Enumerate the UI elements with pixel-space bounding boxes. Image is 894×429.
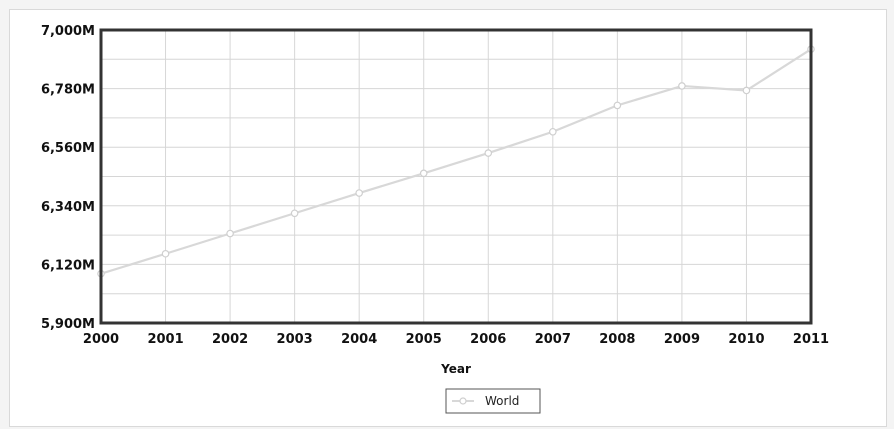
data-point[interactable] [161,249,170,258]
data-point[interactable] [678,82,686,90]
legend[interactable]: World [445,388,541,414]
data-point[interactable] [549,127,557,136]
y-tick-label: 7,000M [41,24,95,39]
y-tick-label: 6,340M [41,200,95,215]
x-axis-title: Year [440,362,471,376]
y-tick-label: 6,780M [41,83,95,98]
plot-border [99,28,813,325]
x-tick-label: 2011 [793,332,829,347]
x-tick-label: 2005 [406,332,442,347]
x-tick-label: 2006 [470,332,506,347]
legend-marker-swatch [459,397,467,405]
y-tick-label: 6,560M [41,141,95,156]
legend-label-world: World [485,394,519,408]
x-tick-label: 2008 [599,332,635,347]
series-world [97,45,815,278]
x-tick-label: 2003 [277,332,313,347]
data-point[interactable] [613,101,622,110]
data-point[interactable] [226,229,234,238]
y-axis: 5,900M 6,120M 6,340M 6,560M 6,780M 7,000M [41,24,95,332]
x-tick-label: 2009 [664,332,700,347]
grid [100,29,812,324]
x-tick-label: 2010 [728,332,764,347]
data-point[interactable] [484,149,493,157]
x-axis: 2000 2001 2002 2003 2004 2005 2006 2007 2008 2009… [83,332,829,347]
chart-panel [9,9,887,427]
data-point[interactable] [290,209,299,218]
legend-box [445,388,541,414]
data-point[interactable] [355,189,363,197]
x-tick-label: 2000 [83,332,119,347]
data-point[interactable] [742,86,751,95]
data-point[interactable] [419,169,428,178]
x-tick-label: 2001 [147,332,183,347]
series-line [100,48,812,275]
y-tick-label: 5,900M [41,317,95,332]
x-tick-label: 2004 [341,332,377,347]
y-tick-label: 6,120M [41,258,95,273]
x-tick-label: 2002 [212,332,248,347]
x-tick-label: 2007 [535,332,571,347]
